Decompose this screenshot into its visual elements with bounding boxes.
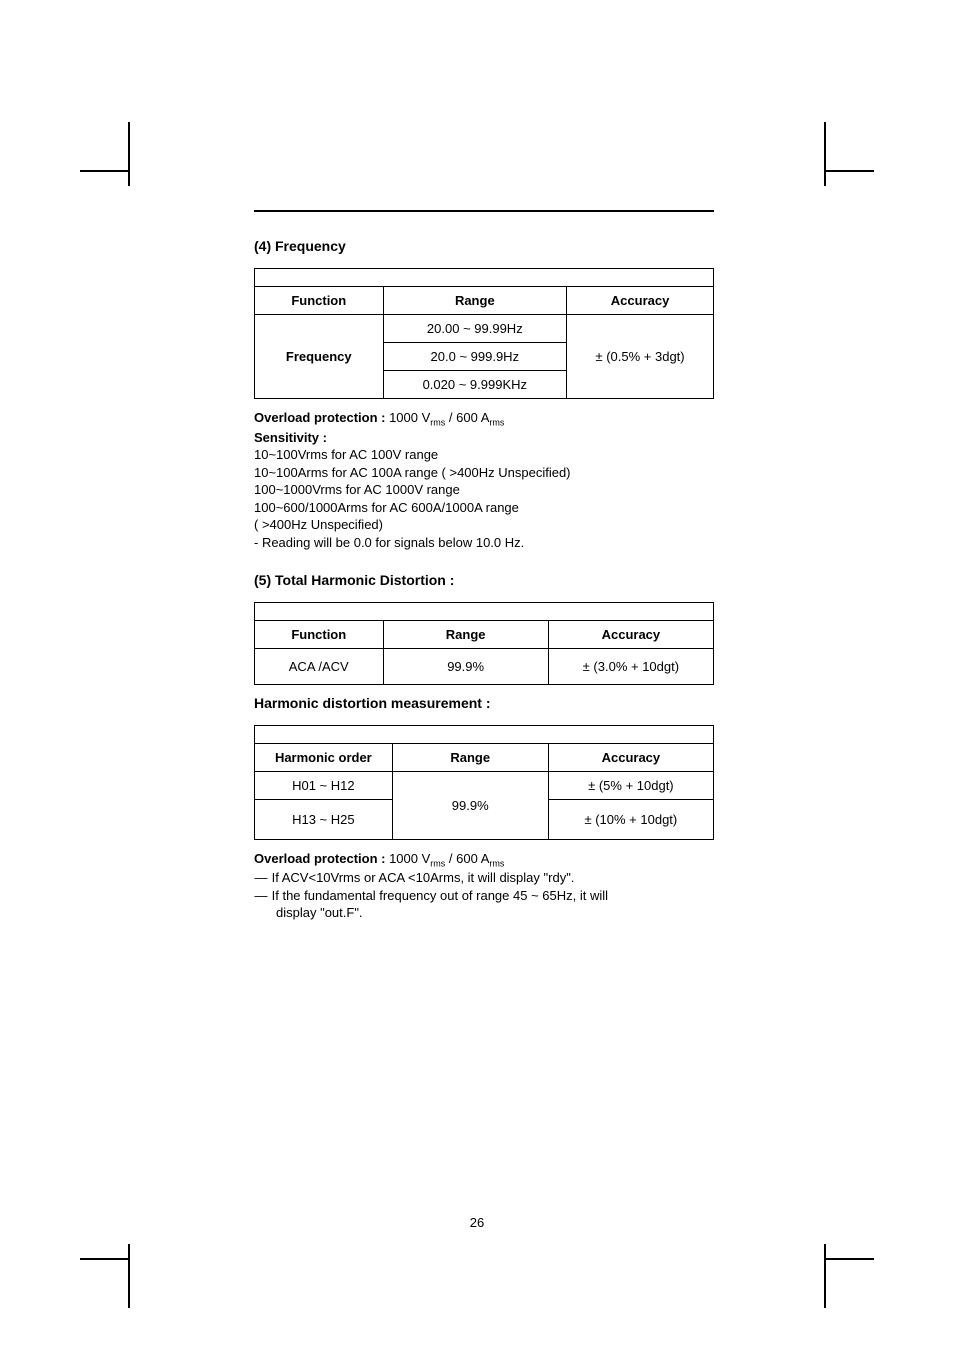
table-spacer <box>255 725 714 743</box>
bullet2b-text: display "out.F". <box>254 904 714 922</box>
frequency-fn-label: Frequency <box>255 315 384 399</box>
thd-function: ACA /ACV <box>255 648 384 684</box>
bullet-line: — If ACV<10Vrms or ACA <10Arms, it will … <box>254 869 714 887</box>
col-range: Range <box>383 620 548 648</box>
crop-mark-top-right <box>824 170 874 186</box>
range-cell: 0.020 ~ 9.999KHz <box>383 371 567 399</box>
table-spacer <box>255 602 714 620</box>
rms-sub: rms <box>489 418 504 428</box>
overload-label: Overload protection : <box>254 851 385 866</box>
dash-icon: — <box>254 869 268 887</box>
bullet1-text: If ACV<10Vrms or ACA <10Arms, it will di… <box>272 870 575 885</box>
content-column: (4) Frequency Function Range Accuracy Fr… <box>254 210 714 942</box>
section4-title: (4) Frequency <box>254 238 714 254</box>
thd-range: 99.9% <box>383 648 548 684</box>
hdm-accuracy: ± (10% + 10dgt) <box>548 799 713 839</box>
col-accuracy: Accuracy <box>567 287 714 315</box>
col-range: Range <box>383 287 567 315</box>
col-accuracy: Accuracy <box>548 620 713 648</box>
range-cell: 20.0 ~ 999.9Hz <box>383 343 567 371</box>
bullet-line: — If the fundamental frequency out of ra… <box>254 887 714 905</box>
page: (4) Frequency Function Range Accuracy Fr… <box>0 0 954 1350</box>
section5-title: (5) Total Harmonic Distortion : <box>254 572 714 588</box>
crop-mark-bottom-right <box>824 1244 874 1260</box>
col-function: Function <box>255 287 384 315</box>
thd-table: Function Range Accuracy ACA /ACV 99.9% ±… <box>254 602 714 685</box>
hdm-order: H01 ~ H12 <box>255 771 393 799</box>
bullet2a-text: If the fundamental frequency out of rang… <box>272 888 608 903</box>
hdm-title: Harmonic distortion measurement : <box>254 695 714 711</box>
hdm-order: H13 ~ H25 <box>255 799 393 839</box>
header-rule <box>254 210 714 212</box>
crop-mark-top-left <box>80 170 130 186</box>
overload-value-v: 1000 V <box>385 410 430 425</box>
crop-mark-bottom-left <box>80 1244 130 1260</box>
hdm-table: Harmonic order Range Accuracy H01 ~ H12 … <box>254 725 714 840</box>
rms-sub: rms <box>489 858 504 868</box>
overload-label: Overload protection : <box>254 410 385 425</box>
hdm-accuracy: ± (5% + 10dgt) <box>548 771 713 799</box>
sensitivity-line: 100~1000Vrms for AC 1000V range <box>254 481 714 499</box>
sensitivity-bold: Sensitivity : <box>254 430 327 445</box>
sensitivity-line: 10~100Arms for AC 100A range ( >400Hz Un… <box>254 464 714 482</box>
col-order: Harmonic order <box>255 743 393 771</box>
overload-note: Overload protection : 1000 Vrms / 600 Ar… <box>254 850 714 870</box>
overload-value-a: / 600 A <box>445 851 489 866</box>
hdm-range: 99.9% <box>392 771 548 839</box>
col-range: Range <box>392 743 548 771</box>
thd-accuracy: ± (3.0% + 10dgt) <box>548 648 713 684</box>
overload-note: Overload protection : 1000 Vrms / 600 Ar… <box>254 409 714 429</box>
accuracy-cell: ± (0.5% + 3dgt) <box>567 315 714 399</box>
range-cell: 20.00 ~ 99.99Hz <box>383 315 567 343</box>
rms-sub: rms <box>430 418 445 428</box>
col-function: Function <box>255 620 384 648</box>
rms-sub: rms <box>430 858 445 868</box>
sensitivity-line: 100~600/1000Arms for AC 600A/1000A range <box>254 499 714 517</box>
sensitivity-line: - Reading will be 0.0 for signals below … <box>254 534 714 552</box>
section-thd: (5) Total Harmonic Distortion : Function… <box>254 572 714 922</box>
dash-icon: — <box>254 887 268 905</box>
sensitivity-line: 10~100Vrms for AC 100V range <box>254 446 714 464</box>
page-number: 26 <box>0 1215 954 1230</box>
sensitivity-label: Sensitivity : <box>254 429 714 447</box>
frequency-table: Function Range Accuracy Frequency 20.00 … <box>254 268 714 399</box>
table-spacer <box>255 269 714 287</box>
overload-value-a: / 600 A <box>445 410 489 425</box>
col-accuracy: Accuracy <box>548 743 713 771</box>
overload-value-v: 1000 V <box>385 851 430 866</box>
sensitivity-line: ( >400Hz Unspecified) <box>254 516 714 534</box>
section-frequency: (4) Frequency Function Range Accuracy Fr… <box>254 238 714 552</box>
